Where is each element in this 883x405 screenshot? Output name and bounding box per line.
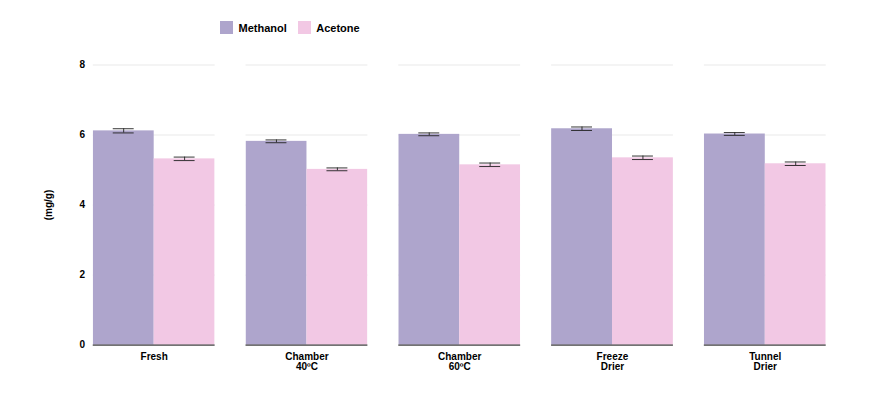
svg-text:TunnelDrier: TunnelDrier bbox=[749, 351, 781, 372]
svg-text:Fresh: Fresh bbox=[141, 351, 168, 362]
svg-text:Chamber40ºC: Chamber40ºC bbox=[285, 351, 328, 372]
svg-text:(mg/g): (mg/g) bbox=[43, 189, 54, 220]
svg-text:FreezeDrier: FreezeDrier bbox=[597, 351, 629, 372]
svg-text:2: 2 bbox=[79, 269, 85, 280]
svg-text:0: 0 bbox=[79, 339, 85, 350]
svg-text:8: 8 bbox=[79, 59, 85, 70]
html-text:Methanol: Methanol bbox=[238, 21, 287, 34]
svg-text:4: 4 bbox=[79, 199, 85, 210]
svg-text:Chamber60ºC: Chamber60ºC bbox=[438, 351, 481, 372]
svg-text:6: 6 bbox=[79, 129, 85, 140]
html-text:Acetone: Acetone bbox=[316, 21, 360, 34]
